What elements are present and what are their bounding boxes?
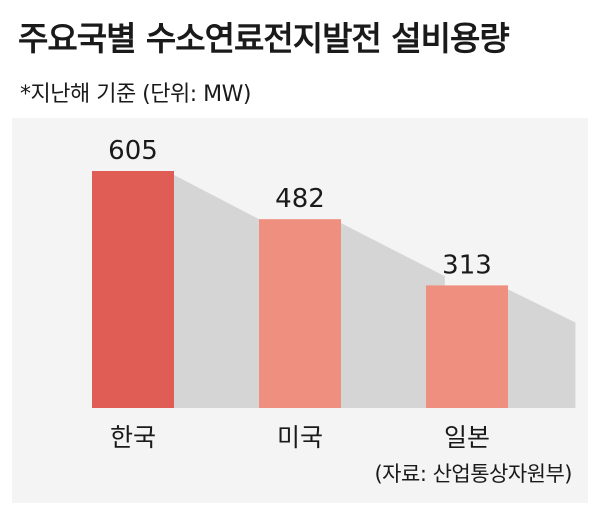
bar-1 [259, 219, 341, 408]
value-labels: 605 482 313 [108, 136, 492, 280]
value-label-2: 313 [442, 250, 492, 280]
bars [92, 171, 508, 408]
chart-title: 주요국별 수소연료전지발전 설비용량 [18, 19, 510, 58]
bar-shadows [174, 175, 576, 408]
bar-0 [92, 171, 174, 408]
category-label-0: 한국 [110, 423, 156, 452]
source-note: (자료: 산업통상자원부) [374, 462, 572, 486]
value-label-1: 482 [275, 184, 325, 214]
bar-shadow-1 [341, 223, 445, 408]
category-label-1: 미국 [277, 423, 323, 452]
category-label-2: 일본 [444, 423, 490, 452]
bar-2 [426, 285, 508, 408]
chart-subtitle: *지난해 기준 (단위: MW) [20, 82, 251, 107]
category-labels: 한국 미국 일본 [110, 423, 490, 452]
bar-shadow-2 [508, 289, 576, 408]
value-label-0: 605 [108, 136, 158, 166]
